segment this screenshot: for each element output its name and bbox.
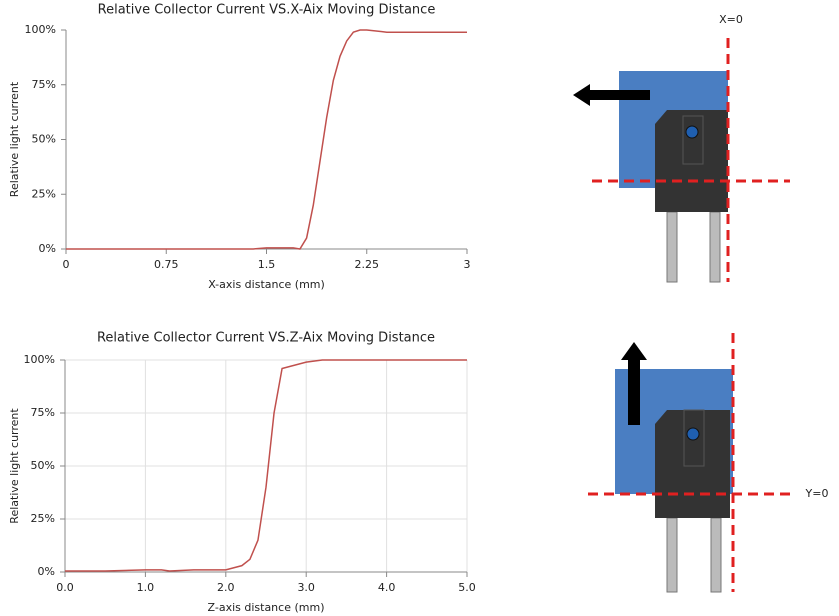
sensor-lens (686, 427, 700, 441)
y-tick-label: 50% (31, 459, 55, 472)
y-tick-label: 25% (32, 187, 56, 200)
sensor-slot (683, 409, 705, 467)
x-tick-label: 2.25 (355, 258, 380, 271)
y-tick-label: 25% (31, 512, 55, 525)
x-tick-label: 1.5 (258, 258, 276, 271)
move-arrow (621, 342, 647, 425)
y-axis-label: Relative light current (8, 408, 21, 524)
x-axis-label: X-axis distance (mm) (208, 278, 325, 291)
sensor-body (655, 410, 730, 518)
diagram-x: X=0 (573, 13, 790, 283)
move-arrow (573, 84, 650, 106)
y-axis-label: Relative light current (8, 81, 21, 197)
x-tick-label: 0.0 (56, 581, 74, 594)
sensor-slot (682, 115, 704, 165)
chart-title: Relative Collector Current VS.Z-Aix Movi… (97, 331, 435, 346)
x-tick-label: 2.0 (217, 581, 235, 594)
x-tick-label: 1.0 (137, 581, 155, 594)
pin (710, 517, 722, 593)
chart-title: Relative Collector Current VS.X-Aix Movi… (98, 3, 436, 18)
y-zero-label: Y=0 (805, 487, 829, 500)
y-tick-label: 50% (32, 133, 56, 146)
y-tick-label: 75% (32, 78, 56, 91)
pin (666, 211, 678, 283)
x-axis-label: Z-axis distance (mm) (208, 601, 325, 614)
pin (666, 517, 678, 593)
x-tick-label: 4.0 (378, 581, 396, 594)
x-tick-label: 5.0 (458, 581, 476, 594)
sensor-body (655, 110, 728, 212)
data-line (65, 359, 467, 572)
diagram-y: Y=0 (588, 333, 829, 593)
x-tick-label: 0 (63, 258, 70, 271)
x-tick-label: 3.0 (297, 581, 315, 594)
y-tick-label: 0% (38, 565, 55, 578)
sensor-lens (685, 125, 699, 139)
data-line (66, 29, 467, 250)
y-tick-label: 75% (31, 406, 55, 419)
pin (709, 211, 721, 283)
x-zero-label: X=0 (719, 13, 743, 26)
x-tick-label: 0.75 (154, 258, 179, 271)
y-tick-label: 0% (39, 242, 56, 255)
y-tick-label: 100% (25, 23, 56, 36)
x-tick-label: 3 (464, 258, 471, 271)
y-tick-label: 100% (24, 353, 55, 366)
